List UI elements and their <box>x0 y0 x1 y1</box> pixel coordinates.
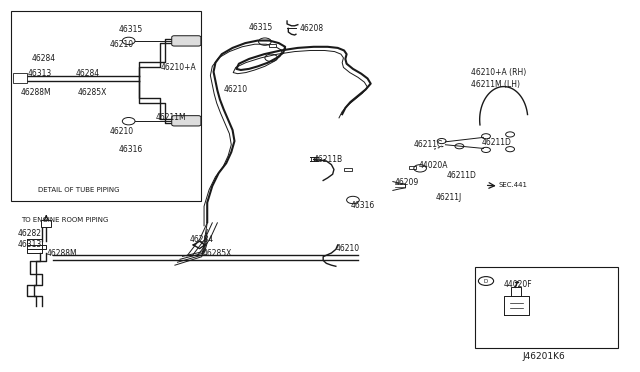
Text: 44020F: 44020F <box>504 280 532 289</box>
Text: 46211B: 46211B <box>314 155 343 164</box>
Text: J46201K6: J46201K6 <box>523 352 566 360</box>
Text: DETAIL OF TUBE PIPING: DETAIL OF TUBE PIPING <box>38 187 120 193</box>
FancyBboxPatch shape <box>172 116 201 126</box>
Text: TO ENGINE ROOM PIPING: TO ENGINE ROOM PIPING <box>21 217 108 223</box>
Text: 46288M: 46288M <box>46 248 77 257</box>
FancyBboxPatch shape <box>172 36 201 46</box>
Text: 46316: 46316 <box>118 145 143 154</box>
Text: 46284: 46284 <box>76 69 100 78</box>
Bar <box>344 167 352 171</box>
Text: 46316: 46316 <box>351 201 374 210</box>
Text: D: D <box>484 279 488 283</box>
Text: 46284: 46284 <box>190 235 214 244</box>
Text: 46284: 46284 <box>32 54 56 64</box>
Bar <box>409 166 416 169</box>
Text: SEC.441: SEC.441 <box>499 182 527 188</box>
Text: 46210: 46210 <box>224 85 248 94</box>
Text: 46211D: 46211D <box>481 138 511 147</box>
Text: 46208: 46208 <box>300 24 324 33</box>
Text: 46210+A: 46210+A <box>161 63 196 72</box>
Text: 46210+A (RH): 46210+A (RH) <box>471 68 526 77</box>
Text: 46282: 46282 <box>17 230 41 238</box>
Bar <box>41 220 51 227</box>
Text: 46210: 46210 <box>109 40 134 49</box>
Text: 46313: 46313 <box>28 69 52 78</box>
Text: 46211D: 46211D <box>447 171 477 180</box>
Text: 46315: 46315 <box>118 25 143 34</box>
Text: 46288M: 46288M <box>21 87 52 97</box>
Text: 46211J: 46211J <box>435 193 461 202</box>
Bar <box>476 267 618 348</box>
Text: 46209: 46209 <box>395 178 419 187</box>
Text: 46285X: 46285X <box>203 248 232 257</box>
Text: 46210: 46210 <box>109 127 134 136</box>
Text: 46211M (LH): 46211M (LH) <box>471 80 520 89</box>
Bar <box>13 73 27 83</box>
Bar <box>11 11 201 201</box>
Text: 46210: 46210 <box>335 244 359 253</box>
Text: 46313: 46313 <box>17 240 42 249</box>
Text: 44020A: 44020A <box>418 161 448 170</box>
Text: 46211C: 46211C <box>413 140 442 149</box>
Text: 46315: 46315 <box>249 23 273 32</box>
Text: 46211M: 46211M <box>156 113 186 122</box>
Text: 46285X: 46285X <box>78 87 108 97</box>
Bar <box>269 44 276 47</box>
